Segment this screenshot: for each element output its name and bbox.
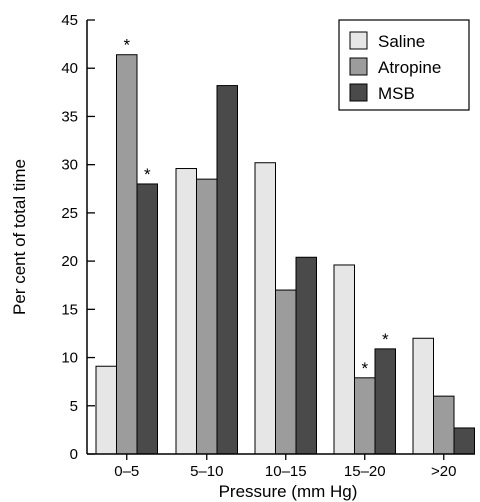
legend-swatch-atropine [349,57,368,76]
legend: Saline Atropine MSB [338,19,470,111]
bar-atropine-0 [116,54,138,455]
significance-mark: * [382,330,389,349]
bar-msb-3 [374,348,396,455]
legend-label-atropine: Atropine [378,58,441,77]
x-tick-label: >20 [431,463,456,480]
bars-layer [95,54,475,455]
legend-swatch-saline [349,31,368,50]
bar-msb-1 [216,85,238,455]
bar-atropine-3 [354,377,376,455]
legend-label-msb: MSB [378,84,415,103]
x-tick-label: 0–5 [114,463,139,480]
bar-atropine-4 [433,395,455,455]
bar-msb-0 [136,183,158,455]
bar-saline-3 [333,264,355,455]
y-tick-label: 35 [61,108,78,125]
bar-saline-1 [175,168,197,455]
y-tick-label: 0 [70,446,78,463]
significance-mark: * [361,359,368,378]
bar-saline-0 [95,365,117,455]
bar-msb-2 [295,256,317,455]
y-tick-label: 25 [61,205,78,222]
y-tick-label: 45 [61,12,78,29]
x-tick-label: 5–10 [190,463,223,480]
significance-marks: * * * * [123,36,389,378]
bar-atropine-2 [275,289,297,455]
y-tick-label: 5 [70,398,78,415]
y-tick-label: 40 [61,60,78,77]
significance-mark: * [123,36,130,55]
bar-atropine-1 [196,178,218,455]
y-tick-label: 15 [61,301,78,318]
bar-saline-4 [412,337,434,455]
y-axis-ticks: 0 5 10 15 20 25 30 35 40 45 [61,12,95,463]
legend-swatch-msb [349,83,368,102]
x-tick-label: 10–15 [265,463,307,480]
x-axis-title: Pressure (mm Hg) [219,482,358,501]
y-tick-label: 20 [61,253,78,270]
y-tick-label: 30 [61,157,78,174]
legend-label-saline: Saline [378,32,425,51]
x-tick-label: 15–20 [344,463,386,480]
y-tick-label: 10 [61,350,78,367]
x-axis-ticks: 0–5 5–10 10–15 15–20 >20 [114,454,456,480]
bar-saline-2 [254,162,276,455]
significance-mark: * [144,165,151,184]
bar-msb-4 [453,427,475,455]
y-axis-title: Per cent of total time [10,159,29,315]
